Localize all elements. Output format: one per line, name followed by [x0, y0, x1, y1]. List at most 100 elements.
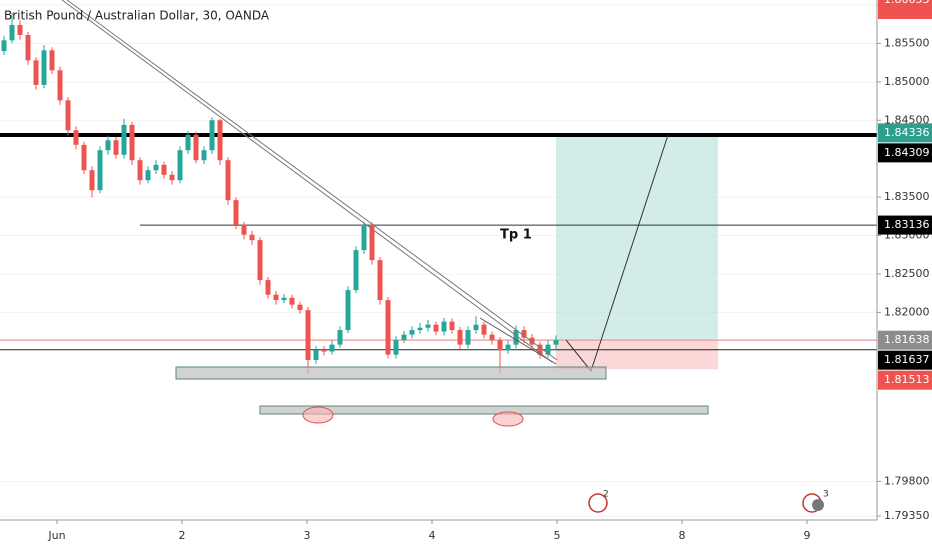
- candle-body: [265, 280, 271, 295]
- y-tick-label: 1.79350: [884, 509, 930, 522]
- candle-body: [129, 124, 135, 161]
- candle-body: [361, 224, 367, 251]
- candle-body: [249, 234, 255, 241]
- candle-body: [97, 150, 103, 191]
- candle-body: [441, 321, 447, 332]
- x-tick-label: 3: [304, 529, 311, 542]
- candle-body: [537, 344, 543, 355]
- candle-body: [225, 160, 231, 201]
- candle-body: [41, 50, 47, 85]
- y-tick-label: 1.79800: [884, 474, 930, 487]
- drawings: [0, 4, 877, 517]
- price-label-bg: [878, 123, 932, 143]
- candle-body: [233, 200, 239, 225]
- candle-body: [273, 294, 279, 301]
- candle-body: [473, 324, 479, 331]
- highlight-ellipse: [302, 406, 334, 424]
- candles: [1, 12, 559, 374]
- candle-body: [329, 344, 335, 352]
- candle-body: [217, 120, 223, 161]
- candle-body: [385, 300, 391, 355]
- y-tick-label: 1.85500: [884, 36, 930, 49]
- event-icon[interactable]: 2: [588, 490, 609, 513]
- candle-body: [57, 70, 63, 101]
- support-zone: [259, 405, 709, 415]
- price-label: 1.81637: [884, 353, 930, 366]
- candle-body: [121, 124, 127, 155]
- candle-body: [457, 330, 463, 345]
- candle-body: [401, 334, 407, 341]
- candle-body: [513, 330, 519, 345]
- candle-body: [153, 164, 159, 171]
- candle-body: [481, 324, 487, 335]
- candle-body: [305, 310, 311, 361]
- candle-body: [545, 344, 551, 355]
- price-label-bg: [878, 143, 932, 163]
- price-label: 1.80653: [884, 0, 930, 6]
- highlight-ellipse: [492, 411, 524, 427]
- price-label-bg: [878, 350, 932, 370]
- candle-body: [17, 24, 23, 35]
- candle-body: [185, 134, 191, 151]
- candle-body: [209, 120, 215, 151]
- candle-body: [281, 297, 287, 301]
- candle-body: [105, 140, 111, 151]
- price-label-bg: [878, 215, 932, 235]
- price-label: 1.81513: [884, 373, 930, 386]
- profit-zone: [556, 132, 718, 341]
- candle-body: [1, 40, 7, 52]
- event-count: 3: [823, 490, 829, 500]
- candle-body: [409, 330, 415, 335]
- price-label-bg: [878, 0, 932, 19]
- candle-body: [521, 330, 527, 338]
- candle-body: [33, 60, 39, 85]
- y-tick-label: 1.84500: [884, 113, 930, 126]
- candle-body: [145, 170, 151, 181]
- trend-line: [66, 0, 558, 361]
- event-icon[interactable]: 3: [802, 490, 829, 513]
- candle-body: [193, 134, 199, 161]
- candle-body: [337, 330, 343, 345]
- candle-body: [113, 140, 119, 155]
- candle-body: [417, 327, 423, 331]
- x-tick-label: 2: [179, 529, 186, 542]
- candle-body: [465, 330, 471, 345]
- candle-body: [73, 130, 79, 145]
- candle-body: [553, 340, 559, 345]
- x-tick-label: 9: [804, 529, 811, 542]
- candle-body: [177, 150, 183, 181]
- candle-body: [257, 240, 263, 281]
- price-label-bg: [878, 370, 932, 390]
- candle-body: [137, 160, 143, 181]
- axes: 1.860001.855001.850001.845001.835001.830…: [47, 0, 932, 542]
- annotation: Tp 1: [500, 228, 532, 243]
- overlay: Tp 1 British Pound / Australian Dollar, …: [4, 0, 709, 427]
- candle-body: [433, 324, 439, 332]
- candle-body: [353, 250, 359, 291]
- candle-body: [313, 350, 319, 361]
- trend-line: [61, 0, 553, 363]
- candle-body: [201, 150, 207, 161]
- candle-body: [65, 100, 71, 131]
- candle-body: [289, 297, 295, 305]
- candle-body: [393, 340, 399, 355]
- candle-body: [377, 260, 383, 301]
- candle-body: [369, 224, 375, 261]
- candle-body: [321, 350, 327, 352]
- candle-body: [345, 290, 351, 331]
- event-count: 2: [603, 490, 609, 500]
- candle-body: [449, 321, 455, 331]
- price-axis: [877, 0, 932, 550]
- y-tick-label: 1.82000: [884, 305, 930, 318]
- candle-body: [25, 34, 31, 61]
- candle-body: [161, 164, 167, 175]
- y-tick-label: 1.85000: [884, 75, 930, 88]
- price-label: 1.81638: [884, 333, 930, 346]
- x-tick-label: Jun: [47, 529, 65, 542]
- candle-body: [489, 334, 495, 341]
- loss-zone: [556, 340, 718, 370]
- candle-body: [49, 50, 55, 71]
- chart-title: British Pound / Australian Dollar, 30, O…: [4, 9, 270, 23]
- candle-body: [425, 324, 431, 328]
